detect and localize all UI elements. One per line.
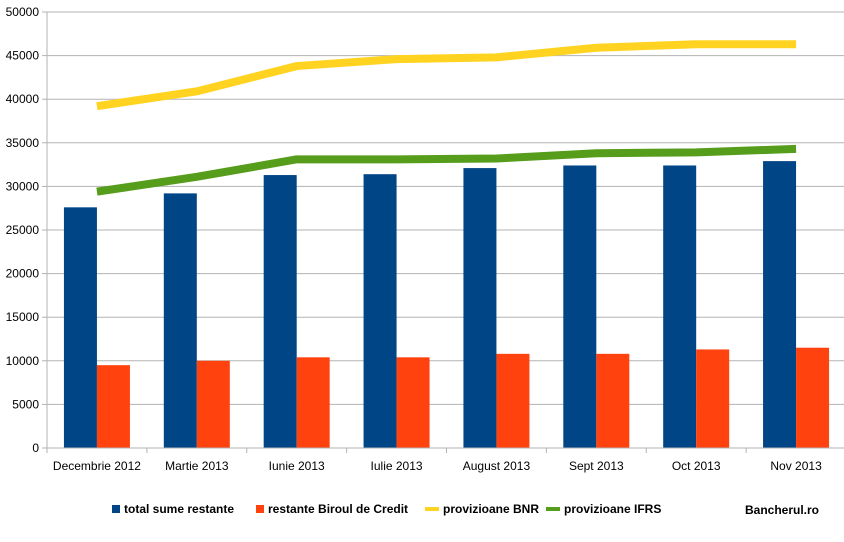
legend: total sume restante restante Biroul de Cr… bbox=[112, 502, 661, 516]
y-tick-label: 50000 bbox=[6, 5, 40, 19]
bar-restante-biroul-de-credit bbox=[96, 365, 130, 448]
y-tick-label: 35000 bbox=[6, 136, 40, 150]
bar-total-sume-restante bbox=[163, 193, 197, 448]
y-tick-label: 10000 bbox=[6, 354, 40, 368]
y-tick-label: 40000 bbox=[6, 92, 40, 106]
x-tick-label: Sept 2013 bbox=[569, 459, 624, 473]
bar-total-sume-restante bbox=[63, 207, 97, 448]
bar-restante-biroul-de-credit bbox=[196, 360, 230, 448]
y-tick-label: 0 bbox=[32, 441, 39, 455]
x-tick-label: Oct 2013 bbox=[672, 459, 721, 473]
bar-total-sume-restante bbox=[363, 174, 397, 448]
y-tick-label: 25000 bbox=[6, 223, 40, 237]
legend-label: provizioane IFRS bbox=[564, 502, 661, 516]
watermark-text: Bancherul.ro bbox=[745, 503, 819, 517]
legend-label: restante Biroul de Credit bbox=[268, 502, 408, 516]
y-tick-label: 45000 bbox=[6, 49, 40, 63]
line-provizioane-ifrs bbox=[96, 144, 797, 196]
legend-label: provizioane BNR bbox=[443, 502, 539, 516]
bar-restante-biroul-de-credit bbox=[396, 357, 430, 448]
x-tick-label: Iunie 2013 bbox=[269, 459, 325, 473]
y-tick-label: 20000 bbox=[6, 267, 40, 281]
bar-restante-biroul-de-credit bbox=[596, 353, 630, 448]
legend-swatch bbox=[112, 505, 120, 513]
x-tick-label: Decembrie 2012 bbox=[53, 459, 141, 473]
bar-total-sume-restante bbox=[263, 175, 297, 448]
bar-total-sume-restante bbox=[663, 165, 697, 449]
bar-total-sume-restante bbox=[463, 168, 497, 448]
lines bbox=[96, 40, 797, 196]
bar-total-sume-restante bbox=[763, 161, 797, 448]
y-tick-label: 15000 bbox=[6, 310, 40, 324]
bar-restante-biroul-de-credit bbox=[796, 347, 830, 448]
legend-label: total sume restante bbox=[124, 502, 234, 516]
x-tick-label: August 2013 bbox=[463, 459, 531, 473]
x-tick-label: Martie 2013 bbox=[165, 459, 229, 473]
y-tick-label: 5000 bbox=[12, 397, 39, 411]
x-tick-label: Nov 2013 bbox=[770, 459, 822, 473]
legend-swatch bbox=[256, 505, 264, 513]
bar-restante-biroul-de-credit bbox=[496, 353, 530, 448]
line-provizioane-bnr bbox=[96, 40, 797, 111]
axes: 0 5000 10000 15000 20000 25000 30000 35000 40000… bbox=[6, 5, 844, 473]
y-tick-label: 30000 bbox=[6, 179, 40, 193]
bar-restante-biroul-de-credit bbox=[296, 357, 330, 448]
bar-restante-biroul-de-credit bbox=[696, 349, 730, 448]
bars bbox=[63, 161, 830, 449]
bar-total-sume-restante bbox=[563, 165, 597, 449]
x-tick-label: Iulie 2013 bbox=[371, 459, 423, 473]
